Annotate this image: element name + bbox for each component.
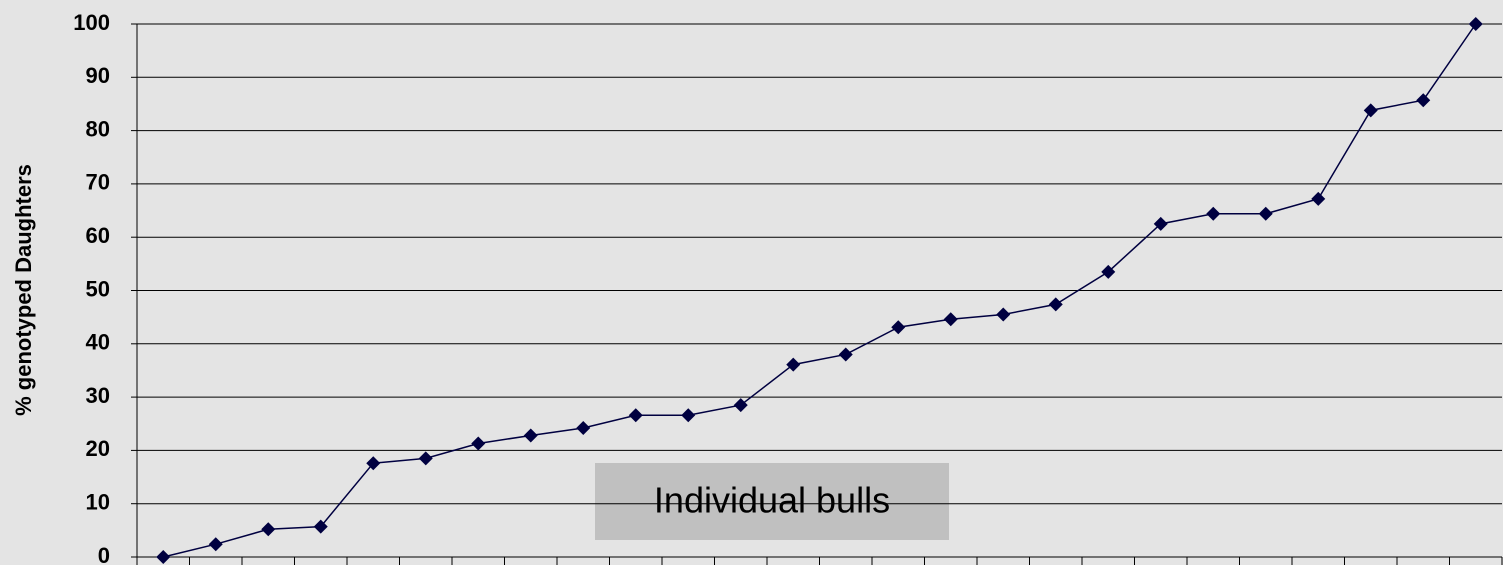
y-tick-label: 10 bbox=[86, 490, 110, 515]
marker bbox=[943, 312, 958, 327]
y-axis-label: % genotyped Daughters bbox=[11, 164, 36, 416]
y-tick-label: 100 bbox=[73, 10, 110, 35]
marker bbox=[208, 537, 223, 552]
marker bbox=[891, 320, 906, 335]
marker bbox=[1468, 17, 1483, 31]
marker bbox=[1363, 103, 1378, 118]
marker bbox=[1101, 264, 1116, 279]
marker bbox=[1048, 297, 1063, 312]
marker bbox=[1258, 206, 1273, 221]
y-tick-label: 50 bbox=[86, 276, 110, 301]
y-tick-label: 80 bbox=[86, 116, 110, 141]
y-tick-label: 30 bbox=[86, 383, 110, 408]
series-line bbox=[163, 23, 1477, 558]
marker bbox=[996, 307, 1011, 322]
marker bbox=[1206, 206, 1221, 221]
y-tick-label: 70 bbox=[86, 170, 110, 195]
marker bbox=[786, 357, 801, 372]
marker bbox=[1416, 93, 1431, 108]
marker bbox=[576, 421, 591, 436]
marker bbox=[261, 522, 276, 537]
annotation-box bbox=[595, 463, 949, 540]
y-tick-label: 90 bbox=[86, 63, 110, 88]
marker bbox=[628, 408, 643, 423]
marker bbox=[1153, 216, 1168, 231]
marker bbox=[838, 347, 853, 362]
marker bbox=[1311, 191, 1326, 206]
marker bbox=[313, 519, 328, 534]
y-tick-label: 60 bbox=[86, 223, 110, 248]
marker bbox=[366, 456, 381, 471]
y-tick-label: 0 bbox=[98, 543, 110, 565]
annotation: Individual bulls bbox=[654, 480, 890, 521]
y-tick-label: 40 bbox=[86, 330, 110, 355]
marker bbox=[523, 428, 538, 443]
marker bbox=[156, 550, 171, 564]
marker bbox=[418, 451, 433, 466]
marker bbox=[471, 436, 486, 451]
marker bbox=[681, 408, 696, 423]
y-tick-label: 20 bbox=[86, 436, 110, 461]
marker bbox=[733, 398, 748, 413]
